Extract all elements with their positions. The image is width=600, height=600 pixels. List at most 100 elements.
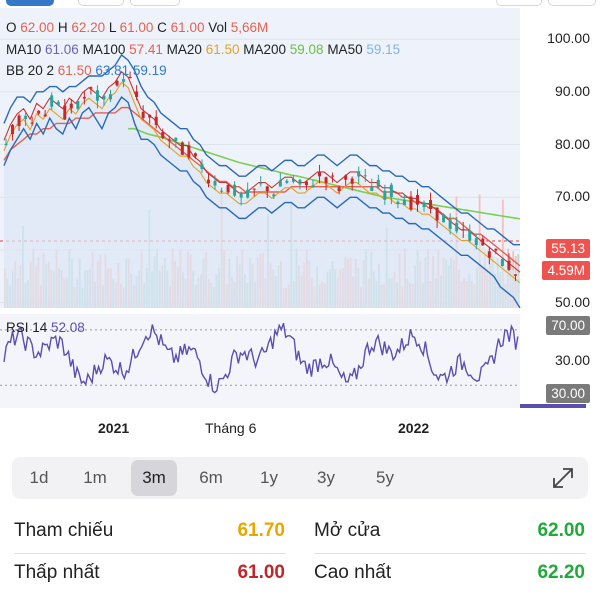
legend-key: MA50 (327, 42, 367, 57)
candle-body (174, 137, 178, 141)
candle-body (474, 238, 478, 246)
candle-body (357, 171, 361, 177)
last-price-tag: 55.13 (546, 239, 590, 258)
candle-body (383, 190, 387, 200)
top-tab-active[interactable] (6, 0, 54, 6)
legend-key: RSI 14 (6, 320, 52, 335)
legend-value: 62.20 (71, 20, 109, 35)
candle-body (422, 202, 426, 208)
candle-body (24, 115, 28, 119)
price-axis-label: 80.00 (554, 135, 590, 152)
candle-body (363, 175, 367, 177)
candle-body (376, 179, 380, 188)
candle-body (4, 143, 8, 145)
range-button-1d[interactable]: 1d (29, 468, 49, 487)
candle-body (63, 105, 67, 120)
legend-key: MA100 (82, 42, 130, 57)
candle-body (442, 214, 446, 223)
ohlc-legend: O 62.00 H 62.20 L 61.00 C 61.00 Vol 5,66… (6, 20, 268, 35)
legend-key: MA10 (6, 42, 46, 57)
range-button-1m[interactable]: 1m (83, 468, 107, 487)
candle-body (167, 139, 171, 141)
legend-key: MA200 (243, 42, 290, 57)
candle-body (396, 201, 400, 205)
stat-label: Tham chiếu (14, 520, 114, 541)
candle-body (429, 200, 433, 209)
legend-key: MA20 (166, 42, 206, 57)
range-button-3m[interactable]: 3m (131, 460, 177, 496)
stat-value: 61.70 (237, 520, 285, 541)
candle-body (402, 199, 406, 205)
candle-body (278, 180, 282, 187)
expand-icon[interactable] (550, 465, 576, 491)
candle-body (455, 222, 459, 232)
candle-body (76, 100, 80, 109)
price-chart[interactable] (0, 8, 600, 408)
candle-body (252, 188, 256, 190)
range-selector: 1d 1m 3m 6m 1y 3y 5y (12, 457, 588, 499)
legend-value: 57.41 (129, 42, 167, 57)
price-axis-label: 100.00 (547, 30, 590, 47)
candle-body (304, 181, 308, 186)
legend-value: 61.06 (45, 42, 83, 57)
bb-upper-line (3, 53, 520, 246)
legend-key: H (57, 20, 72, 35)
candle-body (226, 184, 230, 193)
candle-body (246, 189, 250, 198)
rsi-70-tag: 70.00 (546, 316, 590, 335)
rsi-line (3, 322, 519, 394)
range-button-6m[interactable]: 6m (199, 468, 223, 487)
candle-body (89, 87, 93, 89)
candle-body (148, 114, 152, 118)
range-button-3y[interactable]: 3y (317, 468, 335, 487)
stat-value: 62.00 (537, 520, 585, 541)
candle-body (135, 91, 139, 98)
volume-tag: 4.59M (542, 261, 590, 280)
candle-body (331, 175, 335, 177)
candle-body (487, 251, 491, 258)
range-button-1y[interactable]: 1y (260, 468, 278, 487)
candle-body (415, 194, 419, 205)
candle-body (82, 96, 86, 99)
candle-body (187, 145, 191, 158)
candle-body (370, 186, 374, 191)
candle-body (200, 163, 204, 169)
candle-body (461, 229, 465, 231)
candle-body (494, 248, 498, 251)
legend-value: 59.19 (132, 63, 167, 78)
rsi-30-tag: 30.00 (546, 384, 590, 403)
top-tab[interactable] (496, 0, 542, 6)
stat-value: 62.20 (537, 562, 585, 583)
candle-body (233, 184, 237, 196)
legend-value: 52.08 (51, 320, 85, 335)
top-tab[interactable] (130, 0, 180, 6)
stat-label: Mở cửa (314, 520, 381, 541)
range-button-5y[interactable]: 5y (376, 468, 394, 487)
candle-body (69, 103, 73, 109)
stat-separator (314, 553, 586, 554)
candle-body (161, 132, 165, 138)
candle-body (193, 153, 197, 157)
candle-body (435, 207, 439, 221)
rsi-30-axis-label: 30.00 (554, 352, 590, 368)
candle-body (481, 238, 485, 246)
x-label-thang6: Tháng 6 (205, 420, 257, 436)
candle-body (389, 184, 393, 197)
legend-value: 62.00 (20, 20, 58, 35)
stat-label: Thấp nhất (14, 562, 100, 583)
ma20-line (3, 81, 521, 284)
top-tab[interactable] (548, 0, 596, 6)
candle-body (43, 114, 47, 117)
legend-value: 61.50 (57, 63, 96, 78)
candle-body (507, 260, 511, 270)
candle-body (468, 230, 472, 241)
top-tab-strip (0, 0, 600, 7)
candle-body (30, 122, 34, 124)
candle-body (344, 175, 348, 180)
candle-body (409, 196, 413, 210)
legend-key: C (157, 20, 171, 35)
candle-body (291, 178, 295, 182)
bb-lower-line (3, 96, 521, 309)
top-tab[interactable] (78, 0, 124, 6)
candle-body (206, 179, 210, 184)
